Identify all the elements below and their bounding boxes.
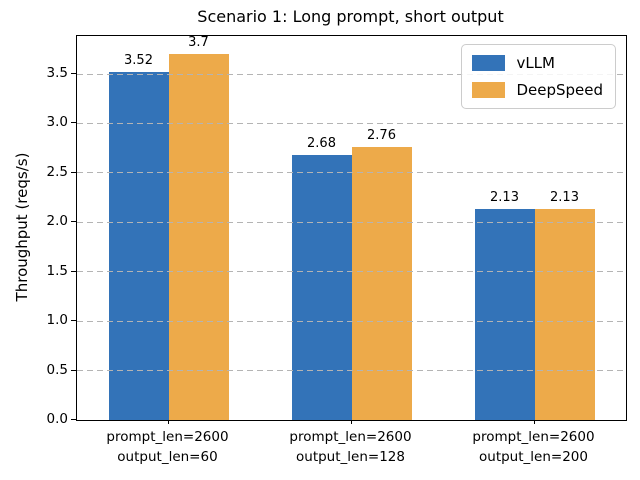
bar-deepspeed	[351, 147, 412, 420]
legend-swatch-deepspeed	[472, 82, 506, 98]
bar-value-label: 2.13	[490, 190, 519, 206]
y-tick-label: 2.0	[46, 213, 68, 230]
y-tick-mark	[71, 419, 76, 420]
y-tick-label: 0.0	[46, 411, 68, 427]
gridline	[77, 221, 626, 223]
x-tick-label: prompt_len=2600 output_len=128	[289, 429, 412, 466]
y-tick-label: 0.5	[46, 361, 68, 378]
y-tick-mark	[71, 270, 76, 272]
bar-vllm	[474, 209, 535, 420]
bar-vllm	[108, 72, 169, 420]
legend-swatch-vllm	[472, 55, 506, 71]
bar-value-label: 3.7	[188, 35, 209, 51]
bar-value-label: 2.13	[550, 190, 579, 206]
bar-value-label: 2.68	[307, 136, 336, 152]
y-tick-mark	[71, 320, 76, 322]
chart-title: Scenario 1: Long prompt, short output	[197, 7, 504, 26]
bar-value-label: 3.52	[124, 53, 153, 69]
y-tick-mark	[71, 122, 76, 124]
legend-label: vLLM	[516, 54, 555, 72]
x-tick-mark	[350, 420, 352, 424]
bar-vllm	[291, 155, 352, 420]
legend-item: vLLM	[472, 54, 603, 72]
bar-value-label: 2.76	[367, 128, 396, 144]
legend: vLLM DeepSpeed	[461, 44, 616, 109]
gridline	[77, 320, 626, 322]
y-tick-label: 2.5	[46, 163, 68, 180]
y-tick-mark	[71, 221, 76, 223]
y-tick-label: 1.0	[46, 312, 68, 329]
x-tick-mark	[167, 420, 169, 424]
legend-item: DeepSpeed	[472, 81, 603, 99]
y-tick-label: 3.5	[46, 65, 68, 82]
bar-deepspeed	[168, 54, 229, 420]
bar-deepspeed	[534, 209, 595, 420]
x-tick-label: prompt_len=2600 output_len=200	[472, 429, 595, 466]
gridline	[77, 122, 626, 124]
gridline	[77, 172, 626, 174]
gridline	[77, 370, 626, 372]
gridline	[77, 271, 626, 273]
y-tick-mark	[71, 369, 76, 371]
x-tick-label: prompt_len=2600 output_len=60	[106, 429, 229, 466]
plot-area: 3.52 2.68 2.13 3.7 2.76 2.13 vLLM DeepSpeed	[76, 35, 627, 421]
gridline	[77, 73, 626, 75]
x-tick-mark	[533, 420, 535, 424]
y-tick-mark	[71, 73, 76, 75]
y-tick-label: 1.5	[46, 262, 68, 279]
y-tick-mark	[71, 171, 76, 173]
legend-label: DeepSpeed	[516, 81, 603, 99]
y-tick-label: 3.0	[46, 114, 68, 131]
